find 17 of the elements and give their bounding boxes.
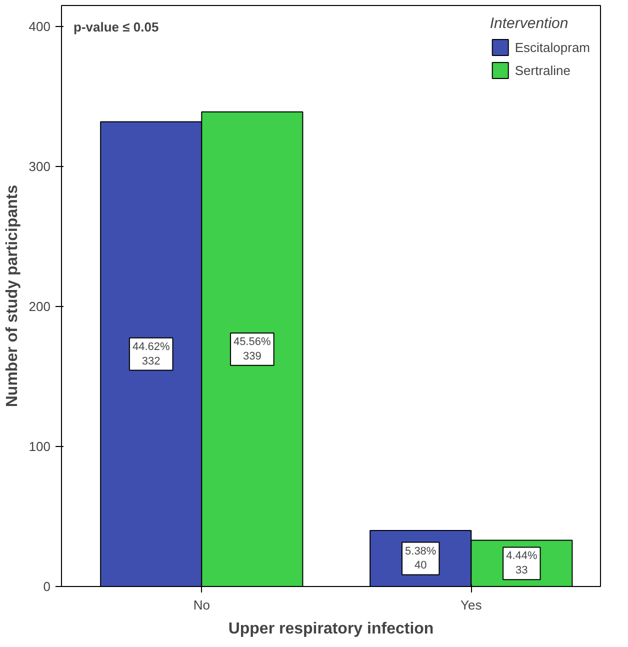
data-label: 45.56% 339 [234,336,272,362]
x-tick-label: Yes [460,598,482,612]
y-tick-label: 100 [28,439,51,454]
legend-label: Sertraline [514,62,570,78]
data-label: 5.38% 40 [405,545,436,572]
legend-title: Intervention [490,15,570,32]
x-tick-label: No [193,598,210,612]
y-tick-label: 0 [43,579,51,594]
data-label: 44.62% 332 [132,340,170,368]
annotation: p-value ≤ 0.05 [74,20,159,34]
y-tick-label: 300 [28,159,51,174]
y-tick-label: 400 [28,19,51,34]
y-axis-title: Number of study participants [4,184,21,408]
x-axis-title: Upper respiratory infection [228,620,434,638]
y-tick-label: 200 [28,299,51,314]
legend-label: Escitalopram [514,40,590,54]
data-label: 4.44% 33 [506,550,538,577]
